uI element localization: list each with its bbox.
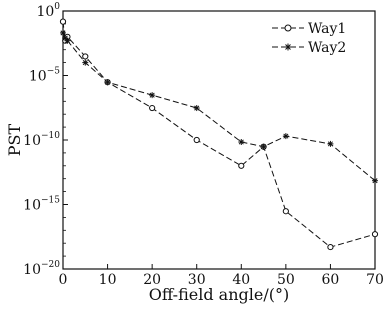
point-way2 [327, 140, 334, 147]
series-line-way2 [62, 32, 376, 182]
point-way2 [149, 92, 156, 99]
point-way2 [238, 138, 245, 145]
point-way2 [60, 29, 66, 36]
x-tick-labels: 0 10 20 30 40 50 60 70 [59, 272, 383, 288]
x-tick-label: 20 [143, 272, 161, 288]
point-way2 [260, 143, 267, 150]
y-tick-label: 10−15 [23, 196, 60, 214]
x-tick-label: 50 [277, 272, 295, 288]
point-way2 [193, 105, 200, 112]
point-way2 [104, 79, 111, 86]
point-way1 [149, 104, 156, 112]
legend-box [262, 16, 370, 62]
point-way1 [282, 208, 289, 215]
y-tick-label: 10−20 [23, 260, 60, 278]
y-tick-label: 10−5 [29, 67, 60, 85]
x-tick-label: 10 [99, 272, 117, 288]
point-way2 [64, 37, 71, 44]
point-way2 [282, 133, 289, 140]
x-axis-label: Off-field angle/(°) [149, 285, 289, 304]
legend-label-way2: Way2 [308, 40, 346, 56]
y-tick-labels: 100 10−5 10−10 10−15 10−20 [23, 2, 60, 278]
x-tick-label: 60 [322, 272, 340, 288]
legend: Way1 Way2 [262, 16, 370, 62]
x-tick-label: 0 [59, 272, 68, 288]
point-way1 [371, 231, 379, 238]
y-axis-label: PST [5, 123, 24, 156]
legend-label-way1: Way1 [308, 21, 346, 37]
x-tick-label: 30 [188, 272, 206, 288]
point-way2 [372, 177, 378, 184]
y-tick-label: 10−10 [23, 131, 60, 149]
x-tick-label: 40 [232, 272, 250, 288]
ticks [62, 10, 376, 270]
point-way1 [82, 53, 89, 60]
point-way1 [193, 136, 200, 144]
legend-marker-way1 [284, 24, 292, 32]
point-way2 [82, 59, 89, 66]
point-way1 [59, 18, 67, 25]
legend-marker-way2 [284, 43, 292, 51]
series-markers [59, 18, 379, 251]
x-tick-label: 70 [366, 272, 383, 288]
point-way1 [238, 162, 245, 169]
point-way1 [327, 243, 334, 251]
y-tick-label: 100 [36, 2, 60, 20]
